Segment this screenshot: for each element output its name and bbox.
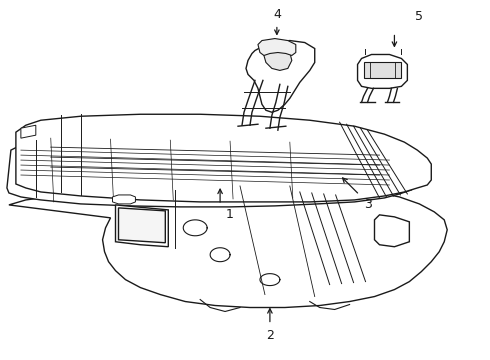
Text: 5: 5 [416, 10, 423, 23]
Polygon shape [21, 125, 36, 138]
Polygon shape [16, 114, 431, 202]
Polygon shape [7, 137, 417, 207]
Text: 1: 1 [226, 208, 234, 221]
Polygon shape [364, 62, 401, 78]
Polygon shape [264, 49, 292, 71]
Polygon shape [9, 186, 447, 307]
Text: 2: 2 [266, 329, 274, 342]
Polygon shape [246, 41, 315, 112]
Polygon shape [116, 205, 168, 247]
Polygon shape [358, 54, 407, 88]
Text: 3: 3 [365, 198, 372, 211]
Polygon shape [374, 215, 409, 247]
Polygon shape [113, 195, 135, 204]
Polygon shape [119, 208, 165, 243]
Polygon shape [258, 39, 296, 55]
Text: 4: 4 [273, 8, 281, 21]
